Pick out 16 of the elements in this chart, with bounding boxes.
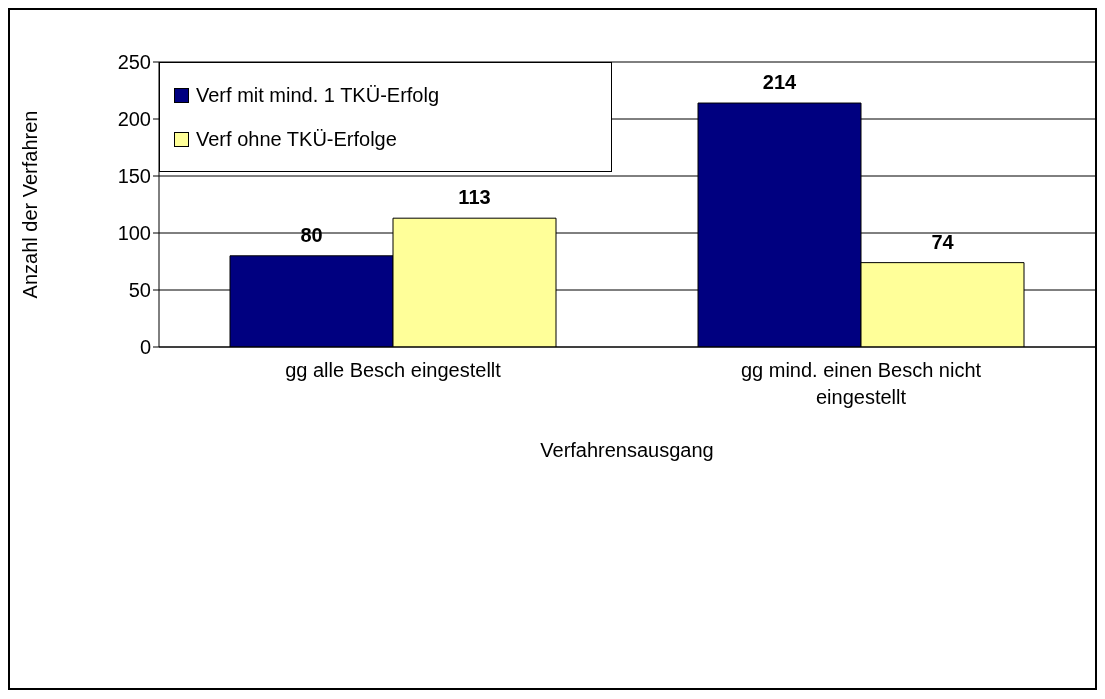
y-tick-label: 200 <box>117 108 151 131</box>
legend-label: Verf ohne TKÜ-Erfolge <box>196 127 397 151</box>
x-tick-label: gg alle Besch eingestellt <box>285 359 502 381</box>
y-tick-label: 0 <box>139 336 151 359</box>
data-label: 113 <box>458 186 491 209</box>
x-axis-title: Verfahrensausgang <box>540 439 714 461</box>
y-axis-title: Anzahl der Verfahren <box>19 110 42 299</box>
legend-label: Verf mit mind. 1 TKÜ-Erfolg <box>196 83 440 107</box>
data-label: 80 <box>300 223 323 246</box>
y-tick-label: 100 <box>117 222 151 245</box>
x-tick-label: gg mind. einen Besch nicht eingestellt <box>740 359 982 408</box>
y-tick-label: 150 <box>117 165 151 188</box>
y-tick-label: 50 <box>128 279 151 302</box>
y-tick-label: 250 <box>117 51 151 74</box>
data-label: 214 <box>762 71 798 94</box>
data-label: 74 <box>931 230 955 253</box>
